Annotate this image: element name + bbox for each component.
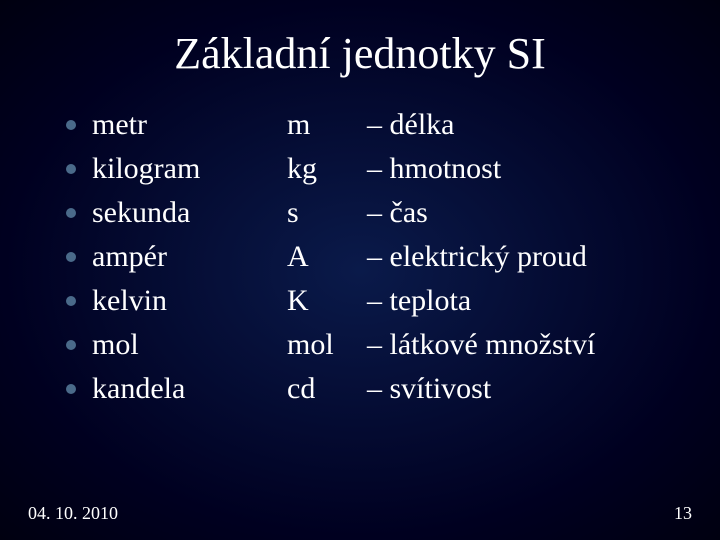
unit-name: kandela [92,367,287,411]
unit-name: mol [92,323,287,367]
unit-desc: – teplota [367,279,670,323]
unit-symbol: A [287,235,367,279]
slide-footer: 04. 10. 2010 13 [0,503,720,524]
unit-desc: – elektrický proud [367,235,670,279]
unit-symbol: cd [287,367,367,411]
unit-name: ampér [92,235,287,279]
bullet-icon [50,208,92,218]
unit-name: metr [92,103,287,147]
unit-desc: – látkové množství [367,323,670,367]
footer-date: 04. 10. 2010 [28,503,118,524]
unit-symbol: K [287,279,367,323]
bullet-icon [50,252,92,262]
list-item: ampér A – elektrický proud [50,235,670,279]
unit-desc: – svítivost [367,367,670,411]
unit-symbol: m [287,103,367,147]
unit-desc: – hmotnost [367,147,670,191]
unit-name: kelvin [92,279,287,323]
unit-desc: – délka [367,103,670,147]
unit-name: sekunda [92,191,287,235]
list-item: kilogram kg – hmotnost [50,147,670,191]
list-item: mol mol – látkové množství [50,323,670,367]
list-item: kelvin K – teplota [50,279,670,323]
unit-symbol: kg [287,147,367,191]
unit-symbol: s [287,191,367,235]
list-item: kandela cd – svítivost [50,367,670,411]
list-item: sekunda s – čas [50,191,670,235]
unit-symbol: mol [287,323,367,367]
bullet-icon [50,340,92,350]
bullet-icon [50,164,92,174]
bullet-icon [50,384,92,394]
list-item: metr m – délka [50,103,670,147]
unit-name: kilogram [92,147,287,191]
slide-title: Základní jednotky SI [0,0,720,103]
units-list: metr m – délka kilogram kg – hmotnost se… [0,103,720,411]
bullet-icon [50,120,92,130]
bullet-icon [50,296,92,306]
footer-page: 13 [674,503,692,524]
unit-desc: – čas [367,191,670,235]
